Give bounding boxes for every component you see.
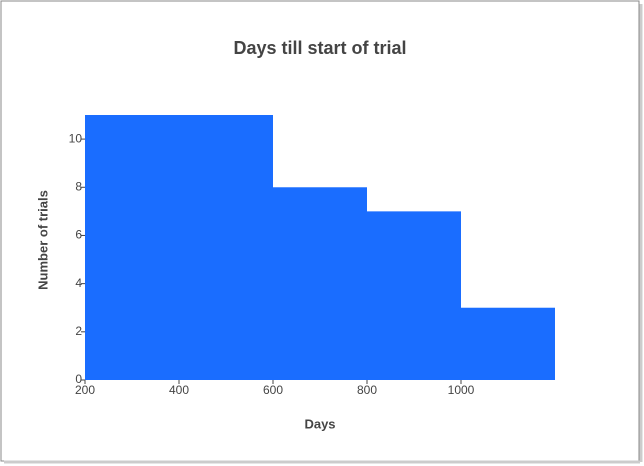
x-tick-label: 600 bbox=[263, 383, 283, 397]
y-tick-label: 4 bbox=[75, 276, 82, 290]
plot-area: 0 2 4 6 8 10 200 400 600 800 1000 bbox=[69, 115, 555, 397]
x-tick-label: 1000 bbox=[448, 383, 475, 397]
bar bbox=[85, 115, 179, 380]
x-tick-label: 200 bbox=[75, 383, 95, 397]
x-axis-label: Days bbox=[304, 416, 335, 431]
x-tick-label: 400 bbox=[169, 383, 189, 397]
chart-title: Days till start of trial bbox=[233, 38, 406, 58]
bar bbox=[273, 187, 367, 380]
y-tick-label: 8 bbox=[75, 179, 82, 193]
y-tick-label: 10 bbox=[69, 131, 83, 145]
bar bbox=[179, 115, 273, 380]
y-axis-label: Number of trials bbox=[35, 190, 50, 290]
y-tick-label: 6 bbox=[75, 228, 82, 242]
y-tick-label: 0 bbox=[75, 372, 82, 386]
x-tick-label: 800 bbox=[357, 383, 377, 397]
bar bbox=[367, 211, 461, 380]
y-tick-label: 2 bbox=[75, 324, 82, 338]
bar bbox=[461, 307, 555, 380]
